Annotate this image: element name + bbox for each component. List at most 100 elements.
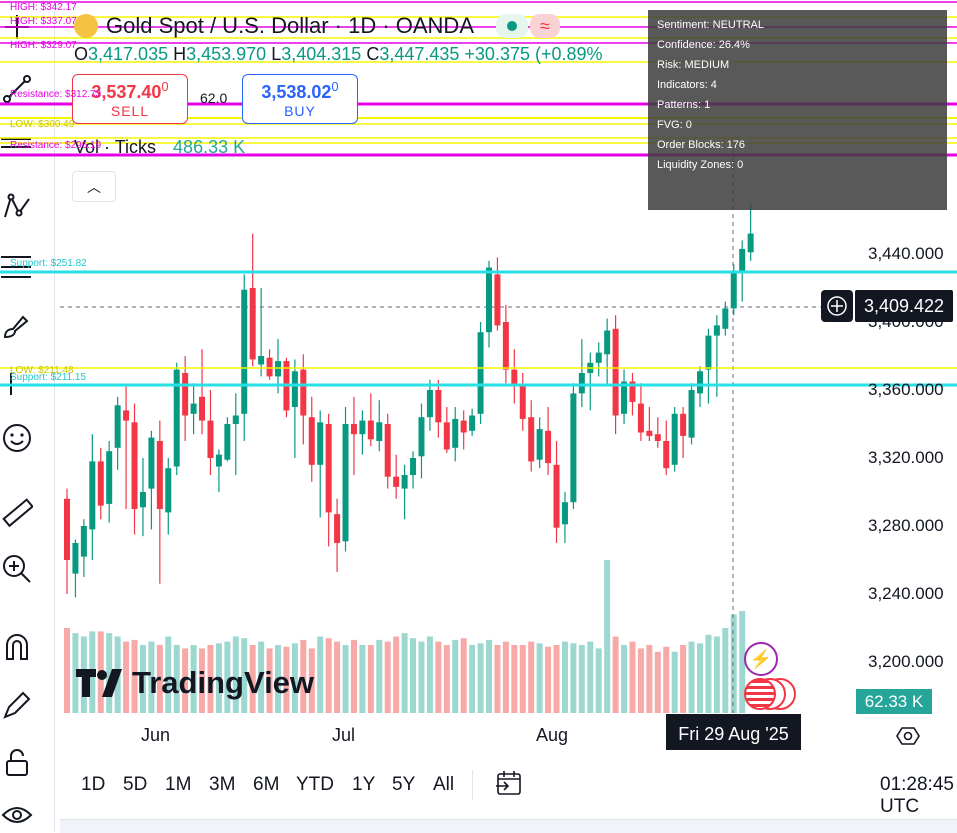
volume-bar [418,641,425,713]
volume-bar [173,645,180,713]
symbol-title: Gold Spot / U.S. Dollar · 1D · OANDA [106,13,474,38]
bottom-panel-handle[interactable] [60,819,957,833]
brush-tool-icon[interactable] [0,308,34,342]
chart-settings-icon[interactable] [896,724,920,753]
volume-bar [705,634,712,713]
range-6m-button[interactable]: 6M [253,774,280,795]
candle-body [139,492,146,508]
volume-bar [266,648,273,713]
volume-bar [477,643,484,713]
volume-bar [460,638,467,713]
volume-legend[interactable]: Vol · Ticks 486.33 K [74,137,245,158]
tradingview-logo[interactable]: TradingView [76,665,314,701]
info-liquidity-zones: Liquidity Zones: 0 [657,159,744,171]
ohlc-open-value: 3,417.035 [88,44,169,64]
ruler-tool-icon[interactable] [0,496,34,530]
range-1d-button[interactable]: 1D [81,774,106,795]
volume-bar [629,641,636,713]
magnet-icon[interactable] [0,630,34,664]
candle-body [266,357,273,377]
volume-bar [300,639,307,713]
stay-in-drawing-mode-icon[interactable] [0,688,34,722]
volume-bar [410,638,417,713]
volume-bar [258,641,265,713]
crosshair-date-badge: Fri 29 Aug '25 [666,714,801,750]
volume-bar [637,648,644,713]
lightning-event-icon[interactable]: ⚡ [744,642,778,676]
candle-body [612,328,619,416]
candle-body [536,429,543,460]
fib-tool-icon[interactable] [0,250,34,284]
pattern-tool-icon[interactable] [0,190,34,224]
candle-body [486,267,492,333]
candle-body [131,422,138,509]
volume-bar [452,639,459,713]
current-price-badge: 3,409.422 [855,290,953,322]
candle-body [730,271,737,309]
candle-body [258,356,265,365]
volume-bar [123,641,130,713]
price-chart[interactable] [0,0,957,760]
collapse-legend-button[interactable]: ︿ [72,171,116,202]
toolbar-divider [472,770,473,800]
ohlc-close-label: C [366,44,380,64]
range-3m-button[interactable]: 3M [209,774,236,795]
spread-value: 62.0 [200,90,228,106]
candle-body [629,381,636,402]
range-ytd-button[interactable]: YTD [296,774,334,795]
info-sentiment: Sentiment: NEUTRAL [657,19,764,31]
time-axis-label: Jul [332,725,356,745]
volume-badge: 62.33 K [856,689,932,714]
candle-body [545,430,552,464]
candle-body [528,417,535,462]
candle-body [325,424,332,513]
overlay-label-support1: Support: $251.82 [10,258,87,269]
buy-button[interactable]: 3,538.020 BUY [242,74,358,124]
candle-body [595,352,602,363]
candle-body [123,410,130,421]
range-1y-button[interactable]: 1Y [352,774,376,795]
emoji-tool-icon[interactable] [0,421,34,455]
candle-body [621,381,628,414]
volume-bar [578,645,585,713]
ohlc-close-value: 3,447.435 [379,44,460,64]
eye-icon[interactable] [0,798,34,832]
overlay-label-high2: HIGH: $337.07 [10,16,77,27]
volume-bar [64,628,70,713]
range-1m-button[interactable]: 1M [165,774,192,795]
candle-body [359,420,366,435]
volume-bar [359,645,366,713]
candle-body [72,543,79,574]
candle-body [680,413,687,436]
candle-body [308,417,315,465]
candle-body [97,461,104,506]
volume-bar [730,614,737,713]
volume-bar [232,636,239,713]
zoom-in-icon[interactable] [0,552,34,586]
symbol-header[interactable]: Gold Spot / U.S. Dollar · 1D · OANDA ≈ [74,10,560,42]
range-all-button[interactable]: All [433,774,455,795]
sell-button[interactable]: 3,537.400 SELL [72,74,188,124]
chevron-up-icon: ︿ [87,178,101,195]
add-alert-button[interactable] [821,290,853,322]
price-axis-label: 3,360.000 [868,380,944,399]
range-5d-button[interactable]: 5D [123,774,148,795]
candle-body [705,335,712,370]
goto-date-icon[interactable] [494,768,524,803]
volume-bar [511,645,518,713]
volume-bar [215,643,222,713]
candle-body [393,476,400,487]
volume-bar [680,645,687,713]
lock-icon[interactable] [0,746,34,780]
volume-bar [342,645,349,713]
range-5y-button[interactable]: 5Y [392,774,416,795]
utc-clock[interactable]: 01:28:45 UTC [880,774,954,817]
volume-bar [671,651,678,713]
info-patterns: Patterns: 1 [657,99,711,111]
volume-bar [570,643,577,713]
candle-body [435,390,442,423]
volume-bar [325,638,332,713]
candle-body [199,396,206,421]
us-economic-event-icon[interactable] [744,678,796,710]
trendline-tool-icon[interactable] [0,72,34,106]
